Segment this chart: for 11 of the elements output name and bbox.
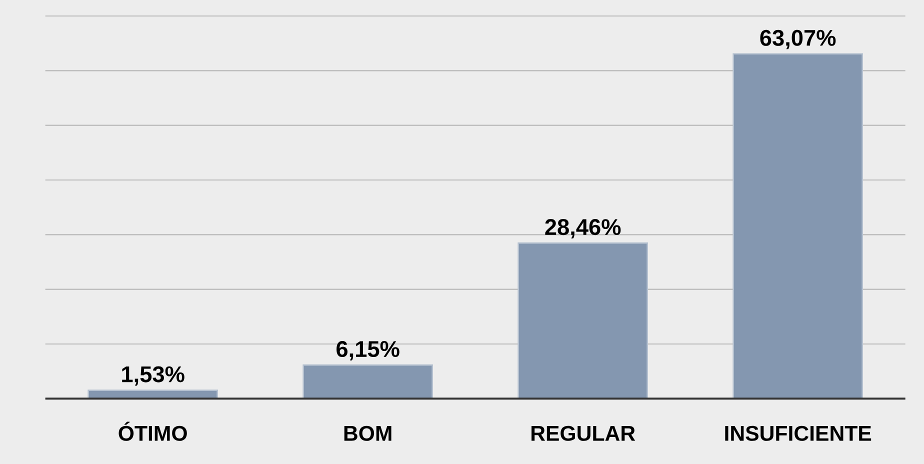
x-tick-label: BOM: [344, 426, 392, 441]
data-label: 6,15%: [336, 341, 400, 360]
x-tick-label: REGULAR: [532, 426, 636, 441]
data-label: 63,07%: [760, 30, 836, 50]
bar: [302, 364, 434, 400]
bar: [732, 53, 864, 400]
bar: [518, 242, 648, 400]
data-label: 28,46%: [545, 219, 621, 238]
x-tick-label: ÓTIMO: [118, 422, 187, 441]
x-tick-label: INSUFICIENTE: [725, 426, 872, 441]
data-label: 1,53%: [122, 366, 184, 386]
